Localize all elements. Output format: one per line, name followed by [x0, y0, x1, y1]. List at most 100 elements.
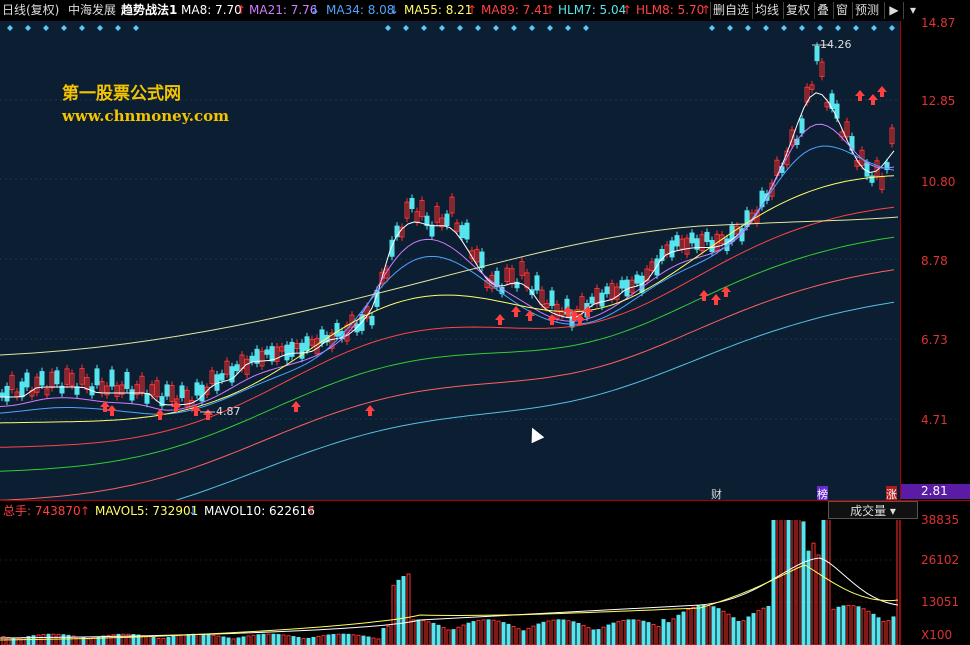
- volume-bar: [616, 621, 621, 645]
- volume-bar: [731, 617, 736, 645]
- volume-bar: [376, 638, 381, 645]
- candle-body: [624, 279, 630, 297]
- volume-bar: [126, 633, 131, 645]
- candle-body: [759, 190, 765, 208]
- ma8-value: MA8: 7.70: [181, 3, 242, 17]
- volume-bar: [486, 619, 491, 645]
- volume-bar: [261, 633, 266, 645]
- rise-marker[interactable]: 涨: [886, 486, 897, 502]
- volume-bar: [586, 627, 591, 645]
- volume-bar: [701, 604, 706, 645]
- candle-body: [24, 372, 30, 388]
- price-tick-label: 8.78: [921, 254, 948, 268]
- finance-marker[interactable]: 财: [711, 488, 722, 501]
- buy-arrow-icon: [525, 310, 535, 321]
- signal-diamond: [457, 25, 463, 31]
- candle-body: [229, 366, 235, 383]
- volume-bar: [331, 634, 336, 645]
- volume-bar: [791, 517, 796, 645]
- period-label[interactable]: 日线(复权): [2, 3, 60, 17]
- expand-right-icon[interactable]: ▶: [884, 2, 903, 19]
- volume-bar: [321, 635, 326, 645]
- candle-body: [844, 121, 850, 138]
- signal-diamond: [439, 25, 445, 31]
- fuquan-button[interactable]: 复权: [783, 2, 812, 19]
- volume-bar: [711, 606, 716, 645]
- volume-bar: [751, 613, 756, 645]
- price-tick-label: 6.73: [921, 333, 948, 347]
- signal-diamond: [763, 25, 769, 31]
- candle-body: [44, 388, 50, 396]
- volume-bar: [196, 633, 201, 645]
- buy-arrow-icon: [721, 286, 731, 297]
- formula-name[interactable]: 趋势战法1: [121, 3, 178, 17]
- candle-body: [504, 267, 510, 283]
- volume-bar: [626, 619, 631, 645]
- volume-bar: [771, 479, 776, 645]
- volume-header: 总手: 743870 ↑ MAVOL5: 732901 ↓ MAVOL10: 6…: [0, 500, 970, 521]
- volume-bar: [401, 576, 406, 645]
- candle-body: [319, 329, 325, 344]
- signal-diamond: [547, 25, 553, 31]
- mavol10-line: [0, 557, 899, 639]
- mavol5-value: MAVOL5: 732901: [95, 504, 199, 518]
- signal-diamond: [115, 25, 121, 31]
- candle-body: [379, 271, 385, 284]
- volume-bar: [156, 638, 161, 645]
- delete-watchlist-button[interactable]: 删自选: [710, 2, 751, 19]
- candle-body: [704, 231, 710, 243]
- signal-diamond: [61, 25, 67, 31]
- volume-bar: [91, 637, 96, 645]
- candle-body: [309, 339, 315, 346]
- candle-body: [659, 249, 665, 261]
- volume-bar: [801, 521, 806, 645]
- volume-bar: [646, 622, 651, 645]
- signal-diamond: [871, 25, 877, 31]
- ma89-up-arrow-icon: ↑: [545, 3, 556, 17]
- candle-body: [354, 323, 360, 333]
- volume-bar: [406, 573, 411, 645]
- buy-arrow-icon: [155, 409, 165, 420]
- price-chart-area[interactable]: [0, 21, 900, 530]
- volume-bar: [146, 636, 151, 645]
- volume-chart-area[interactable]: [0, 472, 901, 645]
- price-tick-label: 12.85: [921, 94, 956, 108]
- volume-bar: [531, 625, 536, 645]
- volume-bar: [101, 635, 106, 645]
- overlay-button[interactable]: 叠: [814, 2, 831, 19]
- candle-body: [79, 368, 85, 385]
- buy-arrow-icon: [495, 314, 505, 325]
- candle-body: [139, 375, 145, 393]
- buy-arrow-icon: [107, 405, 117, 416]
- candle-body: [244, 358, 250, 375]
- volume-bar: [296, 637, 301, 645]
- volume-bar: [786, 474, 791, 645]
- total-volume: 总手: 743870: [3, 504, 81, 518]
- signal-diamond: [817, 25, 823, 31]
- signal-diamond: [133, 25, 139, 31]
- candle-body: [179, 385, 185, 399]
- volume-bar: [781, 507, 786, 645]
- volume-bar: [636, 619, 641, 645]
- candle-body: [654, 258, 660, 276]
- ma34-value: MA34: 8.08: [326, 3, 395, 17]
- candle-body: [279, 346, 285, 352]
- volume-bar: [61, 634, 66, 645]
- volume-tick-label: 26102: [921, 553, 960, 567]
- forecast-button[interactable]: 预测: [852, 2, 881, 19]
- hlm-lower-line: [0, 301, 895, 530]
- candle-body: [699, 234, 705, 252]
- candle-body: [119, 384, 125, 395]
- volume-indicator-select[interactable]: 成交量 ▾: [828, 501, 918, 519]
- volume-bar: [831, 608, 836, 645]
- ranking-marker[interactable]: 榜: [817, 486, 828, 502]
- signal-diamond: [7, 25, 13, 31]
- signal-diamond: [709, 25, 715, 31]
- volume-bar: [501, 622, 506, 645]
- window-button[interactable]: 窗: [833, 2, 850, 19]
- candle-body: [159, 396, 165, 407]
- candle-body: [494, 270, 500, 288]
- candle-body: [369, 315, 375, 326]
- dropdown-chevron-icon[interactable]: ▾: [903, 2, 922, 19]
- ma-line-button[interactable]: 均线: [752, 2, 781, 19]
